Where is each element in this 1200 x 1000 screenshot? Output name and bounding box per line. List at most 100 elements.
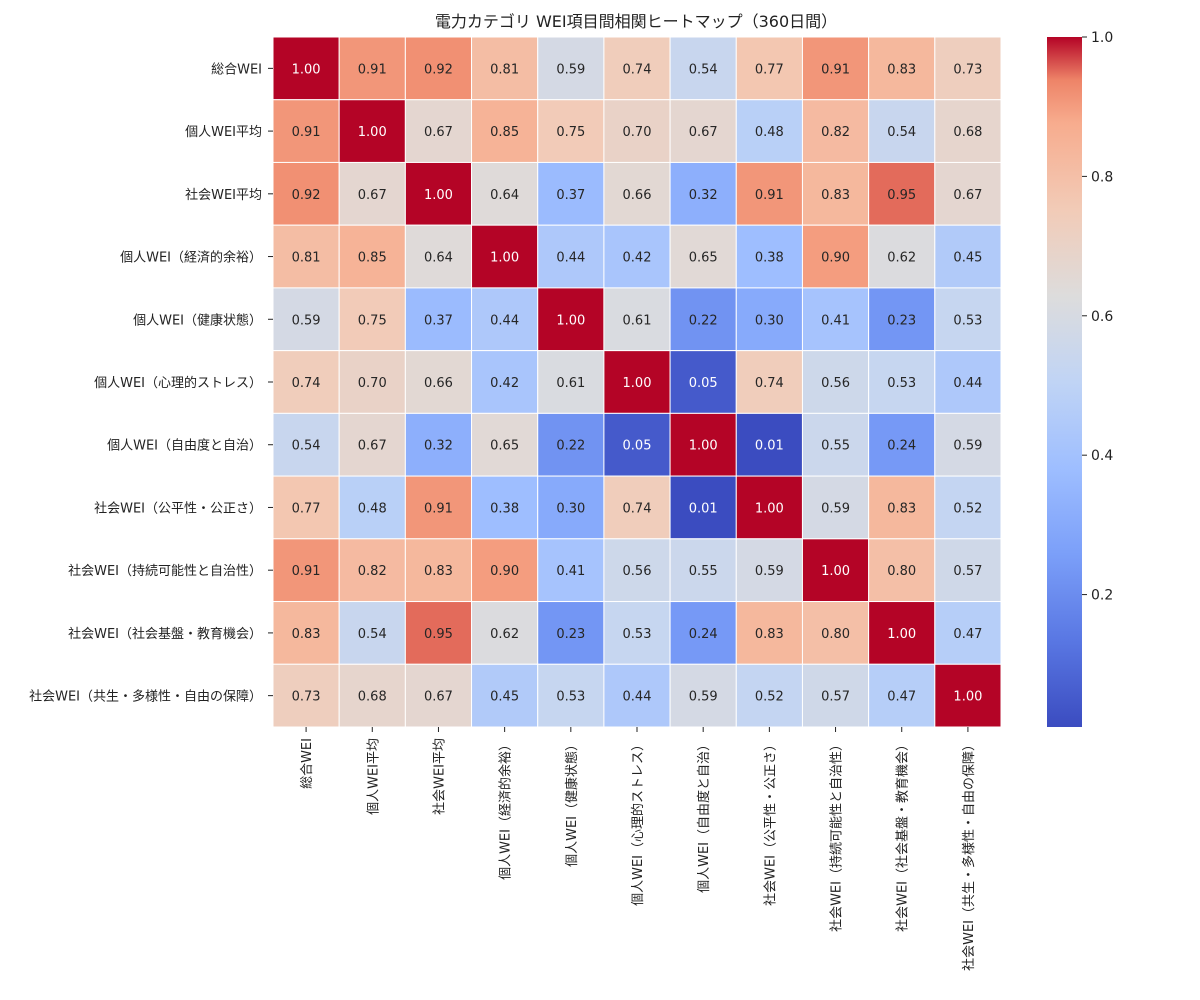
heatmap-cell (404, 538, 473, 603)
heatmap-cell (338, 287, 406, 352)
cell-value-label: 1.00 (556, 313, 585, 328)
heatmap-cell (272, 601, 340, 665)
cell-value-label: 0.44 (556, 251, 585, 266)
heatmap-cell (272, 538, 340, 603)
cell-value-label: 0.64 (490, 188, 519, 203)
heatmap-cell (471, 538, 539, 603)
cell-value-label: 0.67 (689, 125, 718, 140)
heatmap-cell (735, 412, 803, 477)
cell-value-label: 0.83 (821, 188, 850, 203)
heatmap-cell (603, 224, 671, 289)
cell-value-label: 0.47 (887, 690, 916, 705)
heatmap-cell (338, 475, 406, 540)
cell-value-label: 0.95 (424, 627, 453, 642)
cell-value-label: 0.57 (953, 564, 982, 579)
cell-value-label: 0.67 (358, 439, 387, 454)
heatmap-cells: 1.00 0.91 0.92 0.81 0.59 0.74 0.54 0.77 0.91 0.83… (272, 36, 1002, 728)
cell-value-label: 0.59 (755, 564, 784, 579)
x-axis-labels: 総合WEI 個人WEI平均 社会WEI平均 個人WEI（経済的余裕） 個人WEI（健康状… (300, 727, 977, 971)
cell-value-label: 1.00 (424, 188, 453, 203)
heatmap-cell (404, 601, 473, 665)
heatmap-cell (537, 475, 605, 540)
colorbar-tick-label: 0.6 (1091, 309, 1113, 325)
cell-value-label: 0.91 (755, 188, 784, 203)
y-tick-label: 個人WEI平均 (185, 125, 262, 140)
cell-value-label: 0.67 (424, 125, 453, 140)
cell-value-label: 0.77 (292, 501, 321, 516)
y-tick-label: 総合WEI (211, 62, 262, 77)
cell-value-label: 0.91 (292, 125, 321, 140)
cell-value-label: 0.80 (821, 627, 850, 642)
x-tick-label: 社会WEI（公平性・公正さ） (762, 738, 778, 906)
heatmap-cell (934, 287, 1002, 352)
heatmap-cell (934, 350, 1002, 414)
cell-value-label: 0.83 (292, 627, 321, 642)
cell-value-label: 0.23 (556, 627, 585, 642)
x-tick-label: 社会WEI（社会基盤・教育機会） (895, 738, 911, 932)
heatmap-cell (735, 663, 803, 728)
heatmap-cell (735, 538, 803, 603)
y-tick-label: 個人WEI（心理的ストレス） (94, 375, 262, 391)
heatmap-cell (934, 601, 1002, 665)
heatmap-cell (404, 287, 473, 352)
heatmap-cell (868, 36, 936, 101)
heatmap-cell (801, 99, 870, 163)
cell-value-label: 0.59 (689, 690, 718, 705)
heatmap-cell (603, 161, 671, 226)
cell-value-label: 0.44 (623, 690, 652, 705)
heatmap-cell (471, 287, 539, 352)
cell-value-label: 0.65 (490, 439, 519, 454)
cell-value-label: 0.24 (689, 627, 718, 642)
heatmap-cell (801, 161, 870, 226)
heatmap-cell (603, 350, 671, 414)
cell-value-label: 0.61 (623, 313, 652, 328)
heatmap-cell (934, 475, 1002, 540)
heatmap-cell (603, 99, 671, 163)
heatmap-cell (338, 412, 406, 477)
cell-value-label: 0.45 (490, 690, 519, 705)
cell-value-label: 0.65 (689, 251, 718, 266)
y-tick-label: 社会WEI（持続可能性と自治性） (68, 563, 262, 579)
heatmap-cell (603, 287, 671, 352)
cell-value-label: 1.00 (490, 251, 519, 266)
heatmap-cell (272, 350, 340, 414)
cell-value-label: 0.52 (755, 690, 784, 705)
cell-value-label: 0.53 (623, 627, 652, 642)
cell-value-label: 0.01 (755, 439, 784, 454)
x-tick-label: 個人WEI平均 (366, 738, 381, 815)
cell-value-label: 0.67 (424, 690, 453, 705)
cell-value-label: 0.64 (424, 251, 453, 266)
heatmap-cell (537, 287, 605, 352)
cell-value-label: 0.54 (689, 62, 718, 77)
heatmap-cell (934, 538, 1002, 603)
cell-value-label: 0.30 (755, 313, 784, 328)
cell-value-label: 0.67 (358, 188, 387, 203)
cell-value-label: 0.74 (623, 62, 652, 77)
heatmap-cell (669, 99, 737, 163)
x-tick-label: 総合WEI (300, 738, 315, 789)
heatmap-cell (603, 36, 671, 101)
cell-value-label: 0.01 (689, 501, 718, 516)
cell-value-label: 0.55 (821, 439, 850, 454)
cell-value-label: 0.68 (358, 690, 387, 705)
cell-value-label: 0.62 (887, 251, 916, 266)
heatmap-cell (603, 538, 671, 603)
cell-value-label: 0.90 (821, 251, 850, 266)
cell-value-label: 0.62 (490, 627, 519, 642)
cell-value-label: 0.41 (821, 313, 850, 328)
y-tick-label: 個人WEI（経済的余裕） (120, 250, 262, 266)
cell-value-label: 0.59 (292, 313, 321, 328)
cell-value-label: 0.56 (821, 376, 850, 391)
cell-value-label: 0.44 (490, 313, 519, 328)
cell-value-label: 0.81 (292, 251, 321, 266)
heatmap-cell (404, 663, 473, 728)
heatmap-cell (801, 350, 870, 414)
heatmap-cell (404, 412, 473, 477)
heatmap-cell (669, 224, 737, 289)
cell-value-label: 0.83 (887, 62, 916, 77)
cell-value-label: 0.23 (887, 313, 916, 328)
cell-value-label: 0.83 (755, 627, 784, 642)
heatmap-cell (471, 475, 539, 540)
cell-value-label: 0.42 (490, 376, 519, 391)
